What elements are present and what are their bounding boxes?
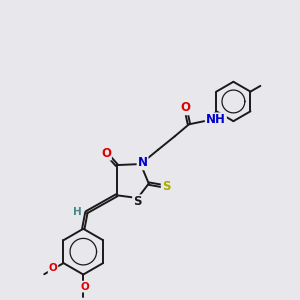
Text: O: O [80, 282, 89, 292]
Text: O: O [49, 263, 57, 273]
Text: S: S [162, 180, 170, 193]
Text: H: H [73, 207, 82, 217]
Text: O: O [180, 101, 190, 114]
Text: O: O [101, 147, 111, 160]
Text: S: S [133, 195, 142, 208]
Text: N: N [138, 156, 148, 169]
Text: NH: NH [206, 113, 226, 126]
